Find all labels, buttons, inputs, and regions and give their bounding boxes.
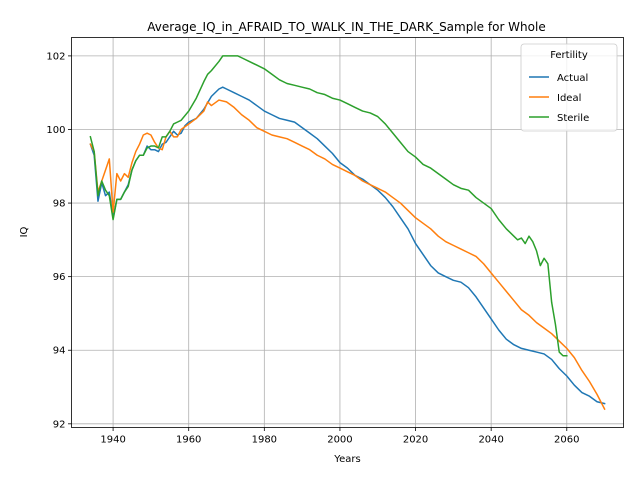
x-tick-label: 1960 (176, 435, 201, 446)
legend: Fertility Actual Ideal Sterile (520, 43, 618, 132)
x-tick-label: 2020 (403, 435, 428, 446)
legend-box (520, 43, 618, 132)
y-tick-label: 92 (53, 419, 66, 430)
series-lines (89, 55, 606, 411)
y-tick-label: 96 (53, 272, 66, 283)
y-tick-label: 98 (53, 199, 66, 210)
x-axis-label: Years (333, 454, 360, 465)
series-line-ideal (89, 99, 606, 411)
legend-title: Fertility (550, 50, 588, 61)
y-tick-label: 94 (53, 346, 66, 357)
x-tick-label: 2040 (478, 435, 503, 446)
legend-label-sterile: Sterile (557, 113, 589, 124)
plot-frame (71, 37, 624, 428)
chart-title: Average_IQ_in_AFRAID_TO_WALK_IN_THE_DARK… (147, 20, 545, 34)
x-tick-label: 1980 (252, 435, 277, 446)
x-tick-label: 1940 (100, 435, 125, 446)
series-line-sterile (89, 55, 568, 357)
y-tick-label: 102 (46, 51, 65, 62)
y-tick-label: 100 (46, 125, 65, 136)
x-tick-label: 2000 (327, 435, 352, 446)
legend-label-ideal: Ideal (557, 93, 581, 104)
x-axis-ticks: 1940 1960 1980 2000 2020 2040 2060 (100, 427, 580, 446)
y-axis-label: IQ (19, 226, 30, 237)
x-tick-label: 2060 (554, 435, 579, 446)
grid (71, 37, 624, 428)
y-axis-ticks: 92 94 96 98 100 102 (46, 51, 72, 430)
legend-label-actual: Actual (557, 73, 588, 84)
